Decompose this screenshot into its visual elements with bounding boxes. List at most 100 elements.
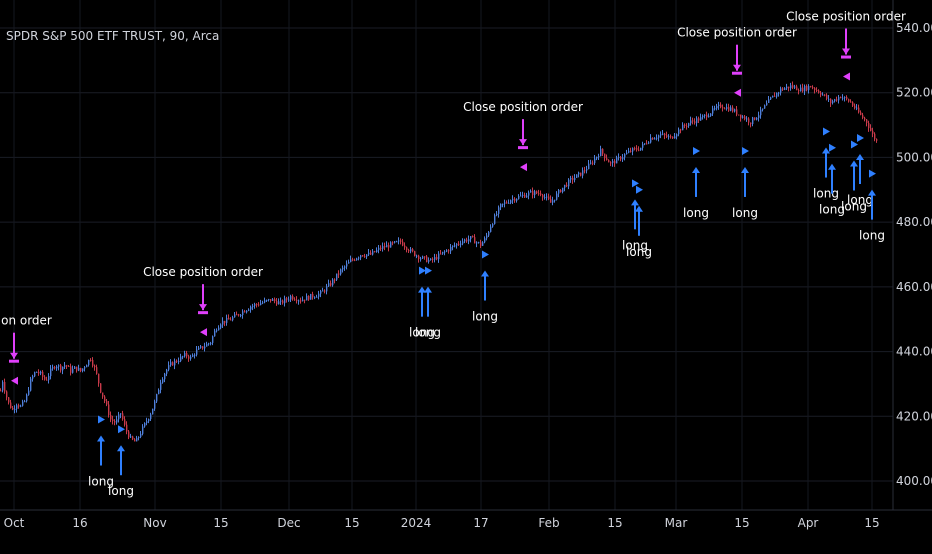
x-tick-label: Dec	[277, 516, 300, 530]
candle-body	[476, 242, 478, 244]
candle-body	[514, 198, 516, 201]
candle-body	[198, 347, 200, 350]
candle-body	[328, 283, 330, 287]
candle-body	[8, 397, 10, 403]
long-signal-marker: long	[847, 134, 873, 207]
candle-body	[784, 88, 786, 90]
candle-body	[546, 196, 548, 198]
candle-body	[90, 359, 92, 361]
candle-body	[470, 236, 472, 240]
candle-body	[318, 293, 320, 297]
candle-body	[136, 437, 138, 442]
candle-body	[832, 101, 834, 104]
candle-body	[292, 296, 294, 300]
long-signal-marker: long	[472, 250, 498, 324]
candle-body	[208, 343, 210, 345]
candle-body	[214, 330, 216, 337]
candle-body	[116, 419, 118, 423]
candle-body	[72, 368, 74, 373]
candle-body	[180, 356, 182, 362]
candle-body	[448, 250, 450, 252]
long-triangle	[857, 134, 864, 143]
candle-body	[362, 255, 364, 257]
candle-body	[736, 109, 738, 115]
candle-body	[276, 301, 278, 305]
candle-body	[410, 249, 412, 252]
candle-body	[682, 124, 684, 131]
candle-body	[660, 134, 662, 136]
close-position-marker: Close position order	[143, 265, 263, 337]
y-tick-label: 400.00	[896, 474, 932, 488]
candle-body	[576, 174, 578, 178]
long-arrow-head	[424, 286, 432, 293]
candle-body	[128, 431, 130, 438]
candle-body	[252, 305, 254, 307]
close-position-label: Close position order	[677, 26, 797, 40]
candle-body	[554, 199, 556, 201]
candle-body	[492, 223, 494, 227]
candle-body	[20, 405, 22, 407]
candle-body	[168, 365, 170, 370]
candle-body	[272, 299, 274, 301]
candle-body	[582, 170, 584, 176]
candle-body	[852, 102, 854, 106]
long-label: long	[859, 229, 885, 243]
candle-body	[656, 137, 658, 139]
candle-body	[598, 156, 600, 158]
candle-body	[50, 368, 52, 377]
candle-body	[534, 191, 536, 196]
candle-body	[640, 147, 642, 151]
candle-body	[532, 191, 534, 196]
candle-body	[728, 107, 730, 111]
candle-body	[686, 125, 688, 127]
candle-body	[218, 327, 220, 331]
candle-body	[58, 365, 60, 367]
candle-body	[84, 367, 86, 369]
y-tick-label: 420.00	[896, 409, 932, 423]
candle-body	[586, 169, 588, 171]
y-tick-label: 520.00	[896, 86, 932, 100]
candle-body	[490, 226, 492, 232]
candle-body	[122, 413, 124, 420]
candle-body	[302, 299, 304, 302]
candle-body	[862, 114, 864, 118]
long-triangle	[829, 143, 836, 152]
candle-body	[826, 95, 828, 99]
candle-body	[538, 193, 540, 195]
candle-body	[712, 108, 714, 114]
candle-body	[870, 128, 872, 131]
candle-body	[262, 302, 264, 304]
candle-body	[564, 184, 566, 188]
candle-body	[430, 258, 432, 260]
candle-body	[544, 197, 546, 199]
candle-body	[590, 162, 592, 164]
x-tick-label: Apr	[798, 516, 819, 530]
long-arrow-head	[828, 163, 836, 170]
candle-body	[144, 422, 146, 427]
candle-body	[76, 366, 78, 371]
candle-body	[104, 396, 106, 402]
candle-body	[166, 369, 168, 374]
candle-body	[628, 150, 630, 153]
candle-body	[6, 391, 8, 398]
candle-body	[398, 240, 400, 242]
candle-body	[758, 115, 760, 118]
candle-body	[110, 415, 112, 420]
candle-body	[342, 267, 344, 270]
candle-body	[676, 134, 678, 137]
long-label: long	[472, 310, 498, 324]
long-signal-marker: long	[859, 169, 885, 243]
candle-body	[866, 119, 868, 123]
candle-body	[568, 179, 570, 187]
long-arrow-head	[741, 166, 749, 173]
candle-body	[752, 117, 754, 124]
candle-body	[704, 114, 706, 116]
candle-body	[822, 94, 824, 96]
candle-body	[120, 413, 122, 415]
candle-body	[78, 367, 80, 371]
candle-body	[270, 299, 272, 301]
long-signal-marker: long	[88, 415, 114, 489]
candle-body	[18, 405, 20, 407]
candle-body	[352, 259, 354, 261]
candle-body	[232, 317, 234, 321]
